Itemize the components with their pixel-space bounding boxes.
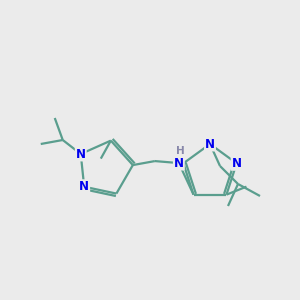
Text: N: N xyxy=(174,157,184,169)
Text: N: N xyxy=(76,148,86,160)
Text: N: N xyxy=(205,137,215,151)
Text: N: N xyxy=(232,157,242,170)
Text: N: N xyxy=(79,180,89,193)
Text: H: H xyxy=(176,146,185,156)
